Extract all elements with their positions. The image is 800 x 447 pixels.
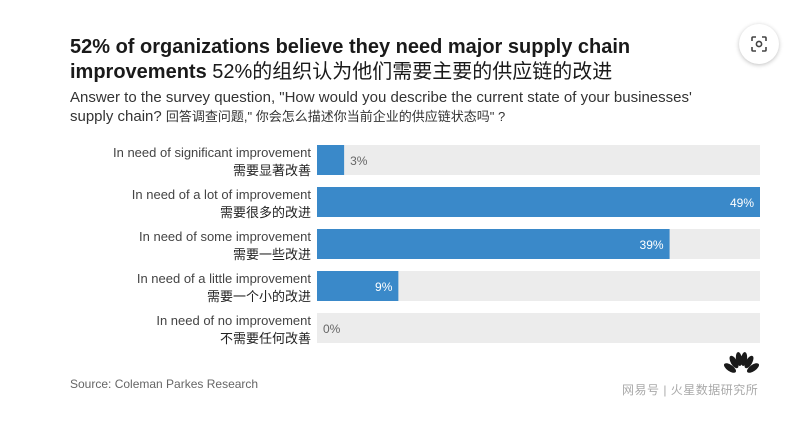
chart-subtitle: Answer to the survey question, "How woul…	[70, 88, 720, 126]
data-label: 9%	[375, 280, 393, 294]
category-label-cn: 不需要任何改善	[220, 331, 311, 347]
category-label: In need of some improvement	[139, 229, 311, 244]
data-label: 39%	[640, 238, 664, 252]
bar	[317, 229, 670, 259]
chart-subtitle-en: Answer to the survey question, "How woul…	[70, 89, 692, 125]
bar	[317, 271, 399, 301]
category-label: In need of significant improvement	[113, 145, 311, 160]
data-label: 3%	[350, 154, 368, 168]
category-label-cn: 需要很多的改进	[220, 205, 311, 221]
chart-title: 52% of organizations believe they need m…	[70, 35, 720, 85]
category-label: In need of a lot of improvement	[132, 187, 312, 202]
watermark: 网易号 | 火星数据研究所	[622, 383, 759, 397]
visual-search-button[interactable]	[739, 24, 779, 64]
category-label-cn: 需要一个小的改进	[207, 289, 311, 305]
category-label: In need of a little improvement	[137, 271, 312, 286]
bar-track	[317, 313, 760, 343]
bar	[317, 145, 345, 175]
chart-title-cn: 52%的组织认为他们需要主要的供应链的改进	[212, 61, 613, 83]
category-label-cn: 需要一些改进	[233, 248, 311, 263]
bar	[317, 187, 760, 217]
chart-subtitle-cn: 回答调查问题," 你会怎么描述你当前企业的供应链状态吗" ?	[165, 109, 506, 124]
category-label: In need of no improvement	[156, 313, 311, 328]
category-label-cn: 需要显著改善	[233, 163, 311, 179]
data-label: 0%	[323, 322, 341, 336]
chart-title-en: 52% of organizations believe they need m…	[70, 36, 631, 83]
bar-track	[317, 145, 760, 175]
lens-search-icon	[751, 36, 767, 52]
source-note: Source: Coleman Parkes Research	[70, 377, 259, 391]
data-label: 49%	[730, 196, 754, 210]
nbc-peacock-logo	[723, 352, 759, 373]
